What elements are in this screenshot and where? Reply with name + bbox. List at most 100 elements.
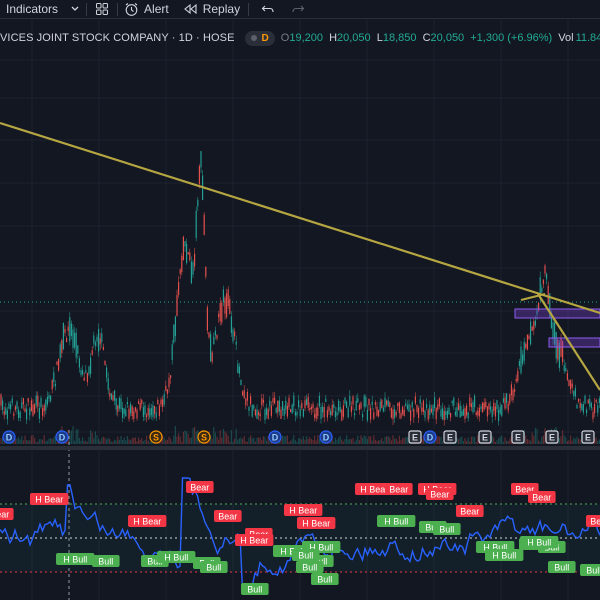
candle-body: [237, 363, 239, 373]
volume-bar: [269, 441, 271, 444]
trendline-short[interactable]: [520, 293, 546, 301]
candle-body: [374, 402, 376, 405]
candle-body: [166, 389, 168, 394]
event-marker[interactable]: E: [545, 430, 559, 444]
candle-body: [206, 307, 208, 331]
indicators-button[interactable]: Indicators: [6, 0, 80, 19]
open-value: 19,200: [289, 32, 323, 44]
candle-body: [589, 398, 591, 407]
volume-bar: [29, 440, 31, 444]
candle-body: [280, 409, 282, 419]
supply-zone-box[interactable]: [548, 337, 600, 348]
volume-bar: [221, 437, 223, 444]
event-marker[interactable]: D: [55, 430, 69, 444]
candle-body: [582, 404, 584, 413]
event-marker[interactable]: D: [2, 430, 16, 444]
redo-icon[interactable]: [291, 3, 305, 15]
volume-bar: [531, 432, 533, 444]
candle-body: [54, 383, 56, 387]
indicators-label: Indicators: [6, 2, 59, 16]
trendline-peak[interactable]: [537, 293, 600, 391]
volume-bar: [301, 439, 303, 444]
bear-tag: H Bear: [235, 534, 274, 546]
event-marker[interactable]: E: [581, 430, 595, 444]
volume-bar: [355, 439, 357, 444]
event-marker[interactable]: E: [408, 430, 422, 444]
event-marker[interactable]: E: [511, 430, 525, 444]
candle-body: [418, 407, 420, 419]
volume-bar: [370, 436, 372, 444]
candle-body: [190, 261, 192, 284]
trendlines[interactable]: [0, 121, 600, 391]
event-marker[interactable]: D: [423, 430, 437, 444]
tag-label: H Bear: [35, 495, 63, 505]
volume-bar: [339, 436, 341, 444]
candle-body: [427, 409, 429, 420]
tag-background: [385, 483, 413, 495]
symbol-title[interactable]: VICES JOINT STOCK COMPANY · 1D · HOSE: [0, 32, 235, 44]
event-marker[interactable]: E: [443, 430, 457, 444]
volume-bar: [246, 441, 248, 444]
volume-bar: [243, 436, 245, 444]
candle-body: [157, 400, 159, 405]
volume-bar: [112, 441, 114, 444]
alert-button[interactable]: Alert: [124, 0, 169, 19]
tag-background: [292, 549, 320, 561]
volume-bar: [214, 432, 216, 444]
undo-icon[interactable]: [261, 3, 275, 15]
candle-body: [475, 412, 477, 416]
volume-bar: [538, 440, 540, 444]
event-marker-badge: [443, 430, 457, 444]
symbol-legend[interactable]: VICES JOINT STOCK COMPANY · 1D · HOSE D …: [0, 28, 600, 48]
candle-body: [414, 396, 416, 404]
volume-bar: [194, 427, 196, 444]
replay-rewind-icon: [183, 3, 197, 15]
candle-body: [352, 396, 354, 405]
volume-bar: [579, 439, 581, 444]
candle-body: [410, 410, 412, 421]
volume-bar: [96, 435, 98, 444]
event-marker[interactable]: E: [478, 430, 492, 444]
event-marker[interactable]: D: [268, 430, 282, 444]
ohlc-values: O19,200 H20,050 L18,850 C20,050 +1,300 (…: [281, 32, 600, 44]
candle-body: [595, 399, 597, 403]
candle-body: [488, 403, 490, 410]
candle-body: [456, 407, 458, 417]
volume-bar: [256, 437, 258, 444]
candle-body: [267, 409, 269, 419]
volume-bar: [344, 439, 346, 444]
candle-body: [134, 407, 136, 411]
supply-zone-box[interactable]: [514, 308, 600, 319]
tag-label: Bear: [460, 507, 479, 517]
volume-bar: [469, 441, 471, 444]
supply-zones[interactable]: [514, 308, 600, 348]
candle-body: [317, 407, 319, 417]
replay-button[interactable]: Replay: [183, 0, 240, 19]
candle-body: [266, 408, 268, 416]
templates-grid-icon[interactable]: [95, 2, 109, 16]
candle-body: [550, 312, 552, 329]
candle-body: [358, 404, 360, 410]
event-marker[interactable]: S: [149, 430, 163, 444]
volume-bar: [16, 438, 18, 444]
volume-bar: [165, 440, 167, 444]
candle-body: [203, 214, 205, 235]
tag-background: [128, 515, 167, 527]
data-status-badge[interactable]: D: [244, 30, 275, 46]
candle-body: [75, 332, 77, 358]
trendline-main[interactable]: [0, 121, 600, 315]
candle-body: [365, 397, 367, 407]
volume-bar: [467, 437, 469, 444]
event-marker[interactable]: S: [197, 430, 211, 444]
candle-body: [387, 400, 389, 407]
candle-body: [448, 407, 450, 415]
volume-bar: [38, 439, 40, 444]
pane-divider[interactable]: [0, 446, 600, 450]
event-marker[interactable]: D: [319, 430, 333, 444]
candle-body: [130, 403, 132, 414]
volume-bar: [560, 436, 562, 444]
chevron-down-icon[interactable]: [70, 5, 80, 13]
bull-tag: Bull: [296, 561, 324, 573]
